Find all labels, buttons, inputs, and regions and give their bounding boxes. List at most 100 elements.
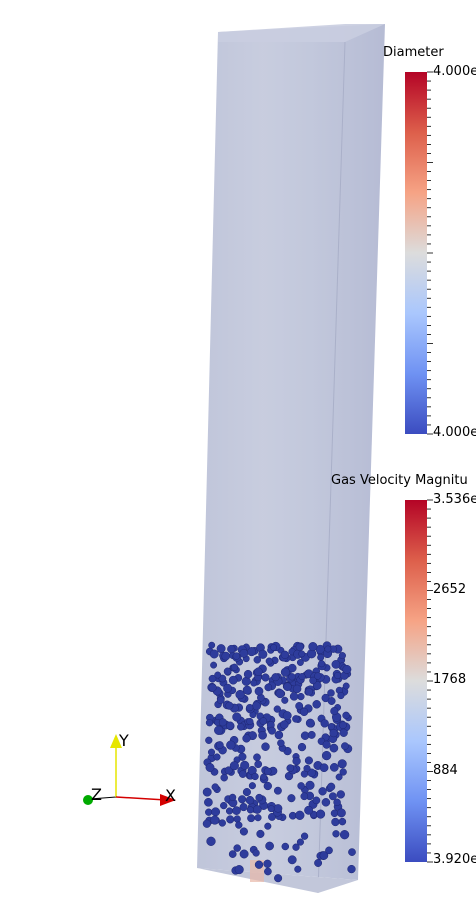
particle [226, 815, 235, 824]
particle [300, 832, 309, 840]
particle [327, 697, 336, 705]
particle [254, 667, 263, 676]
particle [339, 728, 348, 737]
particle [265, 841, 274, 851]
particle [304, 756, 313, 765]
particle [331, 660, 341, 669]
particle [297, 692, 305, 701]
particle [329, 728, 338, 738]
particle [232, 806, 241, 815]
particle [334, 671, 342, 680]
x-axis-line [115, 796, 167, 801]
particle [206, 836, 216, 846]
particle [254, 860, 264, 869]
particle [239, 803, 248, 812]
particle [248, 782, 256, 790]
particle [252, 701, 261, 711]
particle [327, 723, 335, 731]
particle [288, 663, 297, 673]
particle [211, 783, 219, 791]
particle [338, 817, 347, 826]
particle [264, 867, 272, 876]
particle [213, 753, 221, 761]
particle [216, 644, 226, 654]
particle [239, 648, 249, 658]
particle [283, 682, 292, 691]
particle [238, 770, 247, 778]
particle [209, 649, 219, 659]
particle [208, 641, 216, 649]
particle [297, 742, 307, 752]
particle [240, 760, 250, 770]
particle [275, 689, 285, 699]
particle [259, 717, 268, 725]
particle [327, 689, 335, 697]
gas-velocity-colorbar-label: 884 [433, 763, 458, 778]
particle [280, 720, 289, 729]
particle [252, 849, 260, 857]
particle [233, 844, 241, 852]
particle [226, 740, 236, 750]
particle [273, 804, 283, 813]
particle [239, 827, 248, 836]
particle [241, 676, 251, 686]
particle [324, 645, 332, 653]
particle [202, 787, 212, 797]
particle [247, 814, 256, 823]
particle [208, 683, 217, 692]
particle [282, 711, 292, 721]
particle [215, 741, 224, 750]
particle [298, 650, 306, 658]
particle [207, 748, 216, 756]
particle [252, 805, 262, 814]
particle [211, 807, 221, 817]
particle [342, 664, 352, 674]
particle [251, 772, 259, 781]
particle [336, 790, 345, 799]
diameter-colorbar-bar [405, 72, 427, 434]
particle [280, 667, 290, 677]
particle [246, 717, 254, 726]
particle [305, 687, 313, 696]
particle [253, 753, 261, 762]
particle [239, 849, 249, 859]
particle [263, 859, 272, 868]
particle [232, 652, 241, 660]
particle [281, 842, 290, 851]
particle [342, 711, 350, 720]
axes-triad [83, 734, 176, 806]
particle [228, 675, 238, 685]
particle [228, 793, 237, 802]
particle [296, 838, 304, 846]
particle [296, 659, 304, 666]
particle [322, 740, 331, 749]
diameter-colorbar-ticks [427, 71, 433, 435]
particle [210, 661, 218, 669]
particle [300, 792, 309, 801]
particle [254, 686, 264, 696]
particle [229, 761, 239, 771]
particle [295, 642, 304, 652]
particle [220, 801, 228, 810]
particle [339, 768, 347, 776]
particle [314, 859, 323, 867]
particle [235, 821, 243, 829]
particle [226, 721, 235, 730]
particle [331, 817, 340, 827]
gas-velocity-colorbar-ticks [427, 499, 433, 863]
particle [329, 743, 339, 753]
particle [277, 739, 285, 747]
particle [242, 734, 251, 743]
gas-velocity-colorbar-label: 1768 [433, 672, 467, 687]
particle [234, 865, 244, 875]
particle [287, 794, 296, 803]
particle [307, 730, 316, 739]
particle [304, 805, 314, 815]
particle [339, 721, 347, 730]
particle [225, 701, 234, 710]
gas-velocity-colorbar-bar [405, 500, 427, 862]
gas-velocity-colorbar-title: Gas Velocity Magnitu [331, 473, 468, 488]
particle [243, 669, 253, 679]
